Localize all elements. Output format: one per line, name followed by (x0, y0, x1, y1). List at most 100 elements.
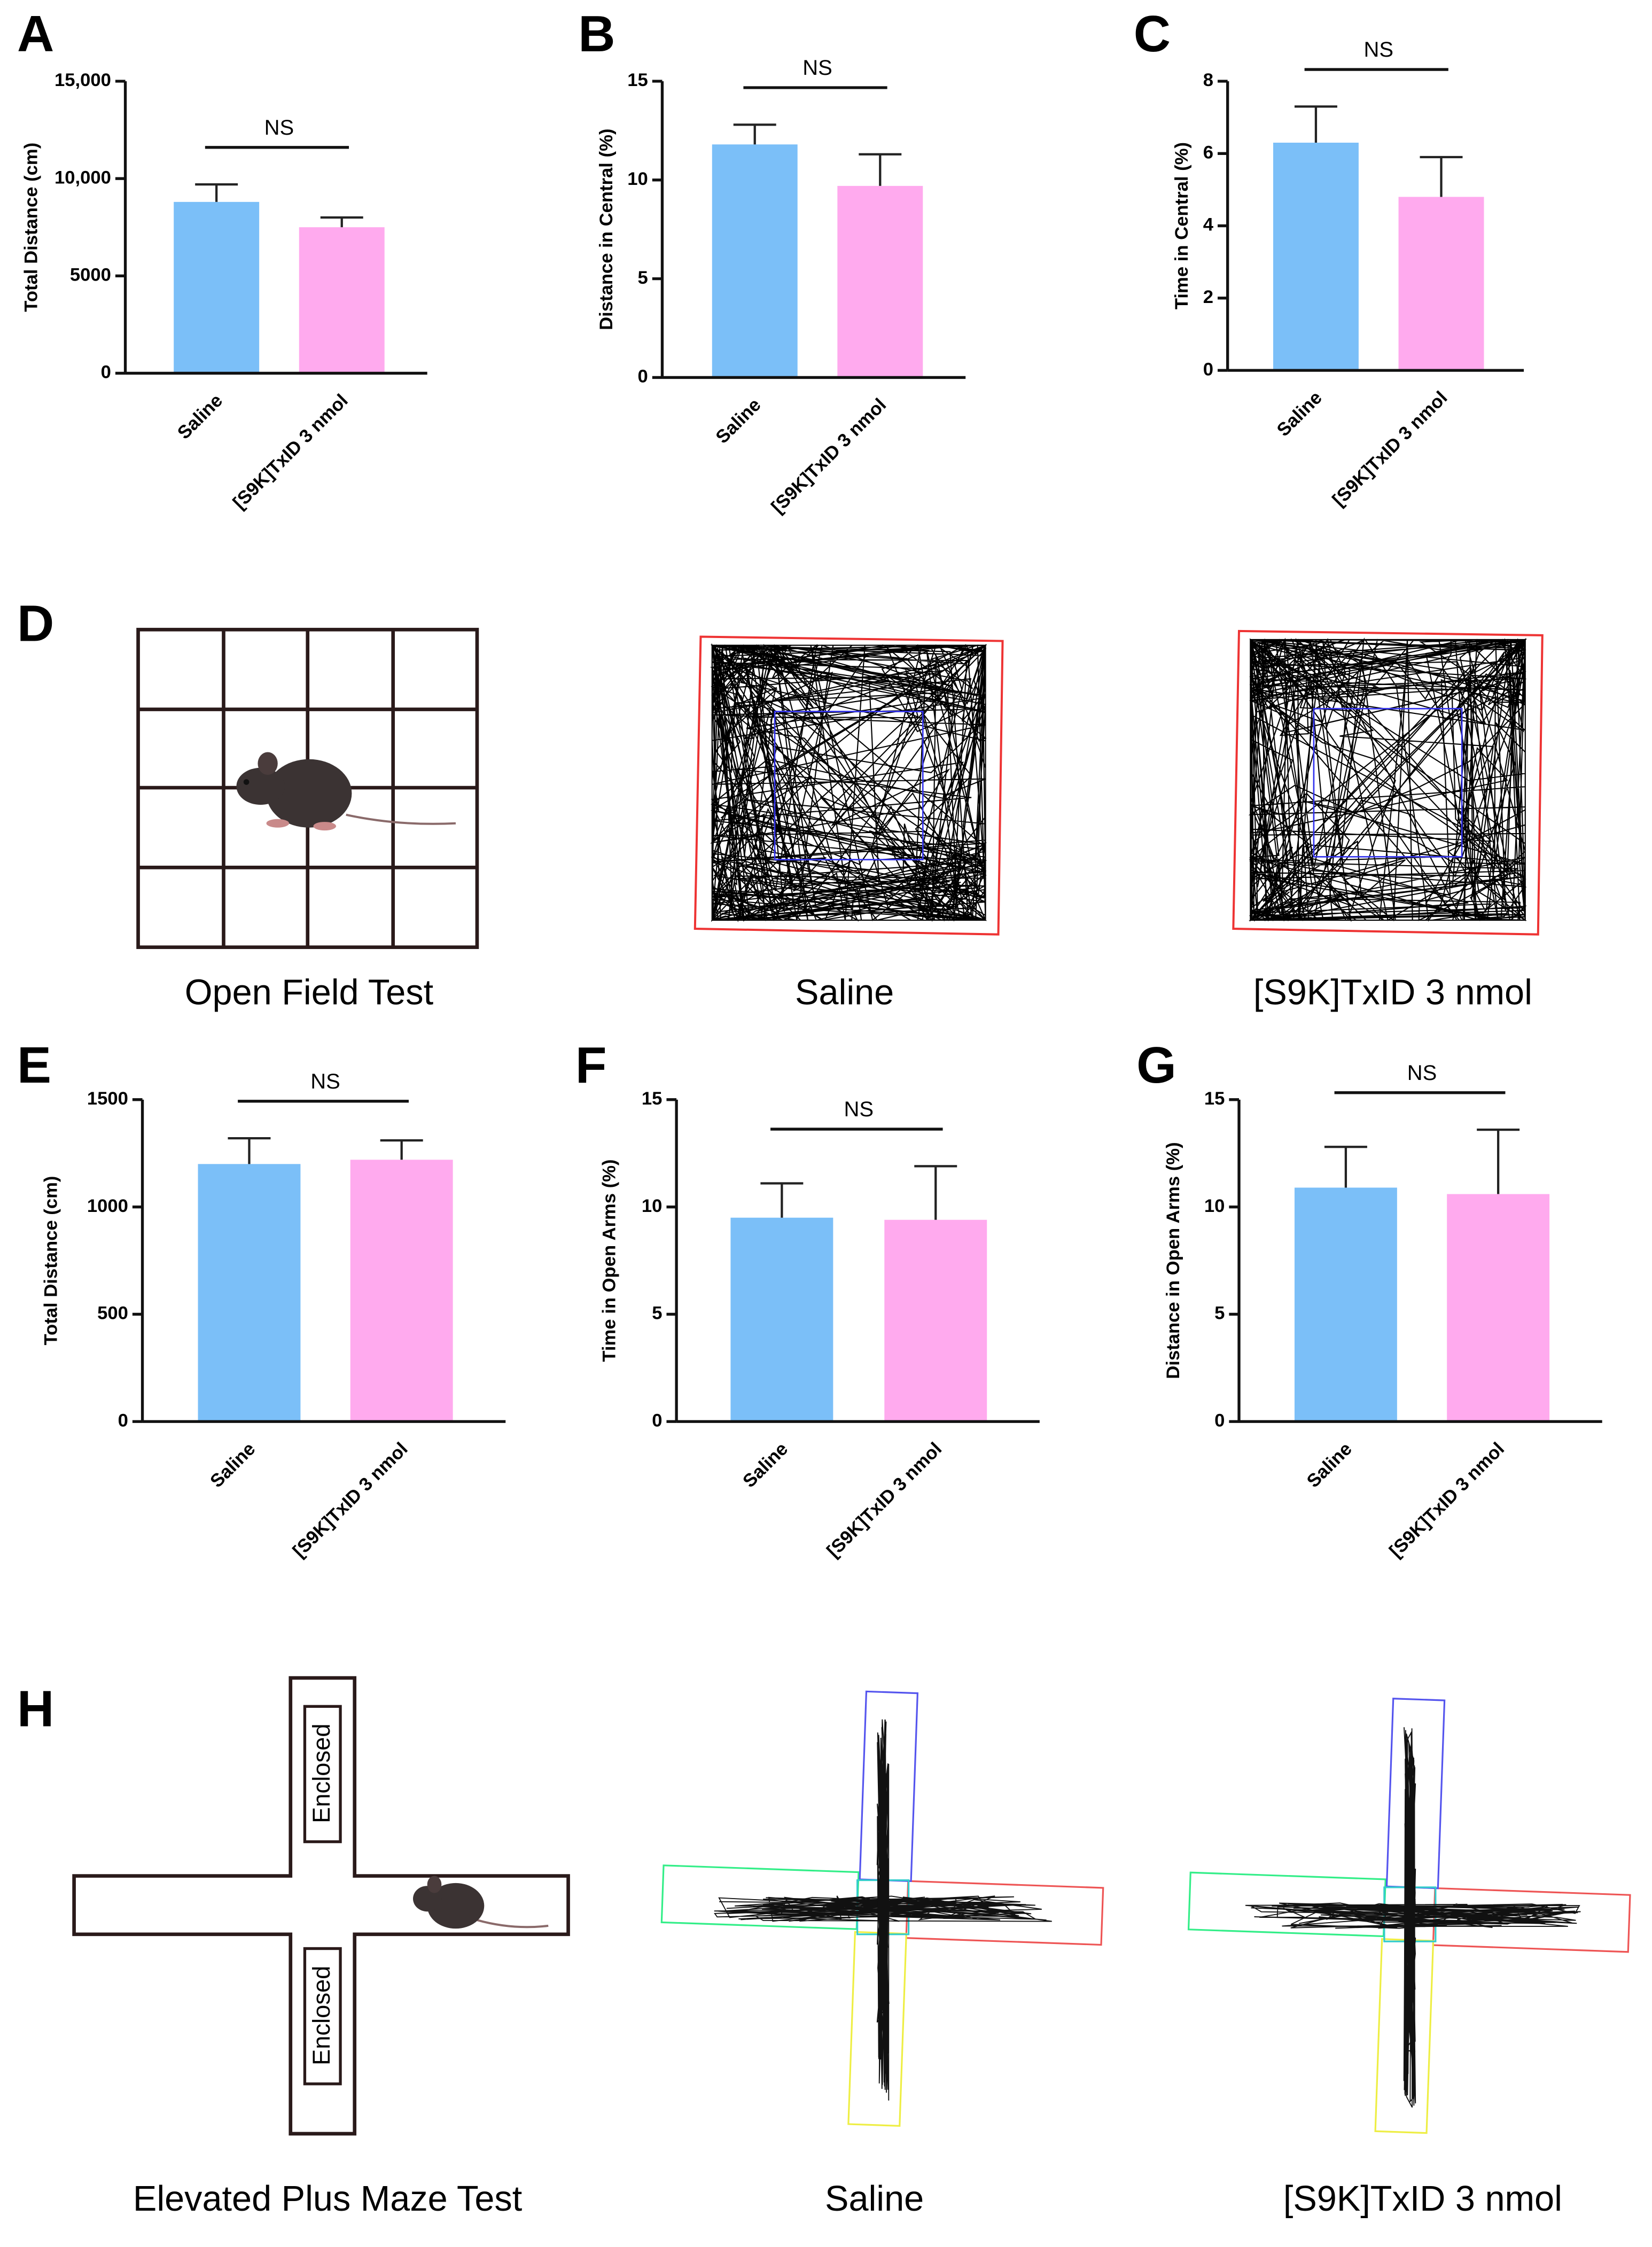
significance-label: NS (310, 1070, 340, 1093)
bar (1273, 142, 1359, 371)
y-tick-label: 5 (652, 1303, 662, 1324)
caption: Open Field Test (185, 973, 434, 1012)
significance-label: NS (844, 1098, 874, 1121)
significance-label: NS (802, 56, 832, 80)
significance-label: NS (1363, 38, 1393, 61)
error-bar (380, 1139, 423, 1160)
closed-arm-zone (847, 1931, 907, 2127)
y-tick-label: 500 (97, 1303, 128, 1324)
error-bar (859, 153, 902, 186)
y-axis-label: Distance in Open Arms (%) (1163, 1142, 1183, 1379)
bar (884, 1219, 987, 1422)
y-tick-label: 10,000 (54, 167, 111, 188)
arm-label: Enclosed (308, 1723, 335, 1823)
trajectory (710, 643, 987, 923)
error-bar (760, 1182, 804, 1218)
x-tick-label: [S9K]TxID 3 nmol (823, 1439, 946, 1561)
arena-border (1232, 629, 1544, 936)
x-tick-label: Saline (739, 1439, 792, 1491)
x-tick-label: [S9K]TxID 3 nmol (229, 391, 352, 514)
caption: Saline (795, 973, 894, 1012)
caption: [S9K]TxID 3 nmol (1253, 973, 1532, 1012)
y-tick-label: 0 (101, 362, 111, 383)
trajectory (1245, 1902, 1581, 1929)
y-axis-label: Total Distance (cm) (41, 1176, 61, 1346)
y-tick-label: 0 (1214, 1410, 1225, 1430)
panel-label: C (1134, 5, 1171, 63)
x-tick-label: Saline (712, 395, 765, 448)
trajectory (1403, 1727, 1416, 2108)
panel-label: E (17, 1037, 51, 1094)
trajectory (876, 1719, 890, 2101)
bar (350, 1160, 453, 1422)
bar (299, 227, 385, 374)
y-tick-label: 5 (638, 268, 648, 288)
arm-label: Enclosed (308, 1966, 335, 2065)
y-axis-label: Distance in Central (%) (596, 129, 617, 330)
x-tick-label: [S9K]TxID 3 nmol (289, 1439, 412, 1561)
bar (837, 185, 923, 378)
panel-label: A (17, 5, 54, 63)
bar (730, 1217, 833, 1422)
significance-label: NS (1407, 1061, 1437, 1085)
error-bar (228, 1137, 271, 1164)
bar (712, 144, 798, 378)
y-tick-label: 0 (638, 367, 648, 387)
error-bar (320, 216, 363, 228)
significance-label: NS (264, 116, 294, 139)
caption: Elevated Plus Maze Test (133, 2179, 523, 2219)
y-tick-label: 8 (1203, 70, 1213, 90)
y-tick-label: 2 (1203, 287, 1213, 307)
x-tick-label: Saline (174, 391, 227, 444)
mouse-icon (236, 752, 456, 831)
bar (1447, 1194, 1550, 1422)
y-tick-label: 4 (1203, 215, 1214, 235)
caption: Saline (825, 2179, 924, 2219)
y-axis-label: Total Distance (cm) (21, 143, 41, 312)
bar (1294, 1187, 1397, 1422)
caption: [S9K]TxID 3 nmol (1283, 2179, 1562, 2219)
x-tick-label: Saline (1273, 387, 1326, 440)
y-tick-label: 0 (652, 1410, 662, 1430)
panel-label: B (578, 5, 615, 63)
arena-border (693, 635, 1004, 936)
mouse-icon (413, 1876, 549, 1929)
center-zone (1313, 707, 1463, 858)
y-tick-label: 5 (1214, 1303, 1225, 1324)
x-tick-label: [S9K]TxID 3 nmol (1385, 1439, 1508, 1561)
error-bar (914, 1165, 957, 1220)
y-tick-label: 15 (627, 70, 648, 90)
y-tick-label: 15 (1204, 1088, 1225, 1109)
x-tick-label: [S9K]TxID 3 nmol (1329, 387, 1452, 510)
y-axis-label: Time in Open Arms (%) (599, 1159, 620, 1362)
trajectory (1248, 637, 1527, 922)
y-tick-label: 1000 (87, 1196, 128, 1216)
x-tick-label: [S9K]TxID 3 nmol (768, 395, 891, 518)
y-tick-label: 0 (118, 1410, 128, 1430)
y-axis-label: Time in Central (%) (1172, 142, 1192, 309)
panel-label: H (17, 1681, 54, 1738)
y-tick-label: 10 (642, 1196, 663, 1216)
error-bar (1294, 105, 1337, 143)
error-bar (733, 123, 776, 145)
error-bar (1420, 155, 1463, 197)
y-tick-label: 15,000 (54, 70, 111, 90)
closed-arm-zone (1385, 1698, 1446, 1890)
bar (174, 201, 260, 374)
y-tick-label: 5000 (70, 265, 111, 285)
error-bar (195, 183, 238, 202)
y-tick-label: 15 (642, 1088, 663, 1109)
y-tick-label: 10 (1204, 1196, 1225, 1216)
panel-label: D (17, 595, 54, 652)
panel-label: F (575, 1037, 607, 1094)
y-tick-label: 1500 (87, 1088, 128, 1109)
open-field-schematic (136, 627, 479, 949)
center-zone (774, 711, 924, 861)
error-bar (1324, 1146, 1367, 1188)
x-tick-label: Saline (206, 1439, 259, 1491)
bar (198, 1164, 301, 1422)
plus-maze-schematic (72, 1676, 570, 2136)
y-tick-label: 6 (1203, 142, 1213, 162)
